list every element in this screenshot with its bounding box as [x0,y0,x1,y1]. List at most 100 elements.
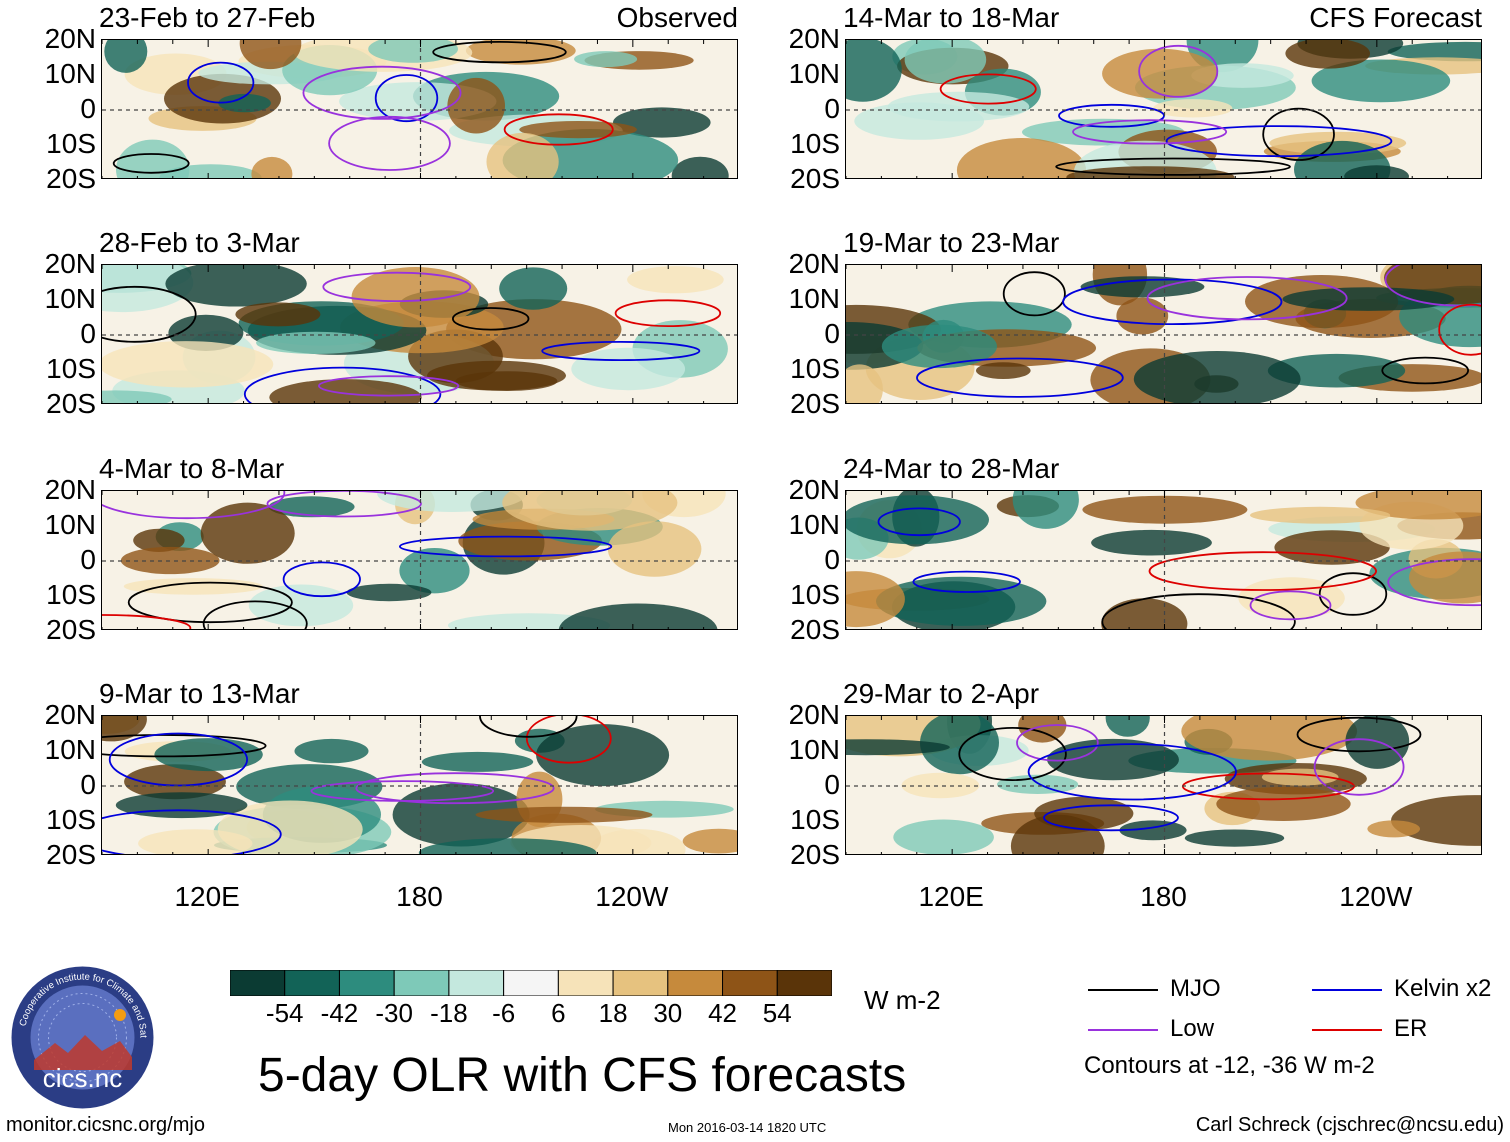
panel-title: 23-Feb to 27-Feb [99,2,316,33]
olr-anomaly-blob [427,360,566,391]
wave-contour [112,153,190,174]
olr-anomaly-blob [1367,820,1420,838]
olr-anomaly-blob [1101,598,1188,629]
panel-title: 9-Mar to 13-Mar [99,678,300,709]
lat-tick-label: 10N [44,58,96,89]
wave-contour [958,726,1067,782]
wave-contour [1148,551,1378,591]
colorbar [229,969,833,997]
legend-swatch [1088,1029,1158,1031]
olr-anomaly-blob [251,156,293,178]
olr-anomaly-blob [235,302,321,327]
olr-anomaly-blob [133,528,185,552]
panel-title: 14-Mar to 18-Mar [843,2,1060,33]
lat-tick-label: 20S [46,839,96,870]
lat-tick-label: 20S [46,614,96,645]
map-panel [845,39,1482,179]
wave-contour [318,375,460,397]
colorbar-swatch [338,969,395,997]
lat-tick-label: 20S [46,163,96,194]
panel-title: 19-Mar to 23-Mar [843,227,1060,258]
wave-contour [282,561,361,598]
wave-contour [1002,271,1066,317]
lon-tick-label: 180 [396,881,443,912]
lat-tick-label: 20N [44,23,96,54]
colorbar-swatch [284,969,340,997]
wave-contour [322,271,472,302]
colorbar-units: W m-2 [864,985,941,1015]
lat-tick-label: 10S [790,353,840,384]
wave-contour [541,341,701,362]
olr-anomaly-blob [1274,530,1390,565]
olr-anomaly-blob [256,331,376,354]
panel-tag: CFS Forecast [1309,2,1482,33]
olr-anomaly-blob [887,91,1030,122]
lat-tick-label: 10S [790,804,840,835]
olr-anomaly-blob [901,772,980,799]
wave-contour [432,41,567,64]
wave-contour [1016,724,1099,762]
wave-contour [108,732,248,787]
cics-logo: Cooperative Institute for Climate and Sa… [7,957,155,1110]
colorbar-level-label: -54 [265,998,304,1028]
colorbar-swatch [448,969,505,997]
wave-contour [243,366,442,403]
wave-contour [1387,558,1481,607]
olr-anomaly-blob [1344,165,1409,178]
lon-tick-label: 120E [918,881,984,912]
olr-anomaly-blob [475,806,653,823]
legend-label: MJO [1170,975,1221,1002]
olr-anomaly-blob [1267,353,1406,388]
wave-contour [479,716,578,738]
colorbar-swatch [612,969,669,997]
lon-tick-label: 120E [174,881,240,912]
wave-contour [1381,356,1469,385]
olr-anomaly-blob [218,93,271,113]
wave-contour [1165,125,1393,157]
lat-tick-label: 10S [790,579,840,610]
olr-anomaly-blob [1012,491,1079,529]
olr-anomaly-blob [1311,59,1451,103]
olr-anomaly-blob [418,838,597,854]
lat-tick-label: 10N [788,734,840,765]
olr-anomaly-blob [881,324,997,369]
wave-contour [1296,716,1422,753]
lat-tick-label: 20S [790,388,840,419]
olr-anomaly-blob [1216,787,1351,821]
colorbar-swatch [776,969,833,997]
panel-title: 28-Feb to 3-Mar [99,227,300,258]
lat-tick-label: 10S [46,804,96,835]
lon-tick-label: 120W [1339,881,1413,912]
olr-anomaly-blob [846,40,902,102]
olr-anomaly-blob [165,265,307,307]
olr-anomaly-blob [920,716,999,775]
colorbar-level-label: 6 [551,998,566,1028]
colorbar-level-label: -18 [430,998,468,1028]
wave-contour [525,716,612,764]
olr-anomaly-blob [104,40,148,73]
olr-field [846,716,1481,854]
wave-contour [939,73,1037,105]
olr-anomaly-blob [558,603,718,629]
olr-anomaly-blob [607,521,702,577]
olr-anomaly-blob [294,738,369,764]
olr-field [102,265,737,403]
olr-anomaly-blob [269,379,422,403]
olr-anomaly-blob [682,828,737,854]
legend-swatch [1312,989,1382,991]
olr-anomaly-blob [447,77,506,134]
olr-field [102,40,737,178]
olr-anomaly-blob [1119,820,1187,841]
legend-label: Kelvin x2 [1394,975,1492,1002]
wave-contour [452,307,530,331]
lat-tick-label: 20S [46,388,96,419]
olr-anomaly-blob [519,121,637,139]
lat-tick-label: 20N [44,474,96,505]
colorbar-level-label: -6 [492,998,516,1028]
olr-anomaly-blob [346,583,432,602]
wave-contour [1313,738,1405,796]
lat-tick-label: 10S [790,128,840,159]
lat-tick-label: 10S [46,353,96,384]
olr-anomaly-blob [893,819,994,854]
olr-anomaly-blob [1116,297,1169,335]
